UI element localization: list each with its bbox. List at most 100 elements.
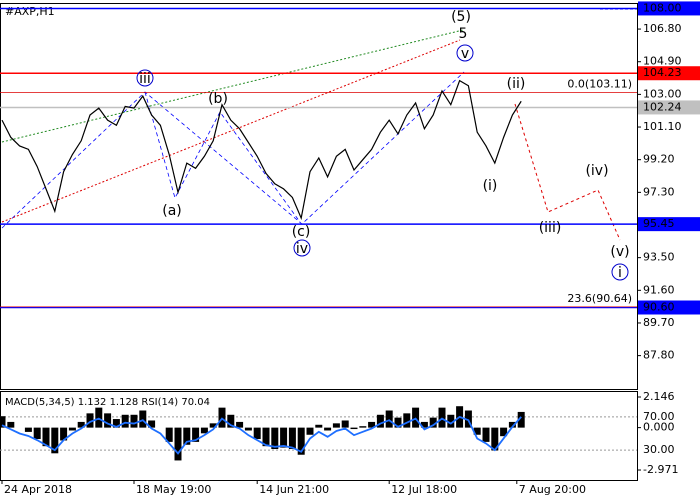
macd-bar [271, 427, 279, 450]
wave-label: (ii) [507, 76, 526, 92]
macd-bar [385, 410, 393, 428]
macd-bar [306, 427, 314, 435]
fibo-label: 0.0(103.11) [567, 77, 632, 90]
macd-bar [491, 427, 499, 451]
wave-circle [293, 239, 311, 257]
macd-bar [24, 427, 32, 432]
macd-bar [0, 416, 6, 428]
y-tick-label: 89.70 [643, 316, 675, 329]
chart-title: #AXP,H1 [5, 5, 55, 18]
macd-bar [68, 427, 76, 431]
macd-bar [429, 417, 437, 428]
macd-bar [350, 427, 358, 430]
macd-bar [77, 421, 85, 428]
y-tick-label: 87.80 [643, 349, 675, 362]
wave-label: (iv) [585, 163, 608, 179]
macd-bar [517, 411, 525, 428]
wave-label: (a) [162, 203, 182, 219]
macd-bar [183, 427, 191, 445]
macd-bar [420, 421, 428, 428]
forecast-line [514, 103, 621, 241]
macd-bar [403, 413, 411, 428]
macd-bar [482, 427, 490, 442]
wave-label: (v) [610, 244, 629, 260]
macd-bar [148, 420, 156, 428]
macd-bar [244, 427, 252, 431]
macd-bar [174, 427, 182, 461]
price-line [1, 79, 522, 221]
indicator-title: MACD(5,34,5) 1.132 1.128 RSI(14) 70.04 [5, 397, 210, 408]
macd-bar [324, 427, 332, 431]
level-box [638, 300, 700, 315]
wave-label: (i) [483, 178, 498, 194]
wave-label: (5) [451, 9, 471, 25]
wave-label: iv [296, 241, 308, 257]
macd-bar [253, 427, 261, 440]
macd-bar [139, 410, 147, 428]
y-tick-label: 91.60 [643, 283, 675, 296]
macd-bar [112, 419, 120, 428]
macd-bar [200, 427, 208, 434]
macd-bar [121, 414, 129, 428]
macd-bar [192, 427, 200, 442]
macd-bar [104, 413, 112, 428]
wave-circle [456, 44, 474, 62]
macd-bar [227, 414, 235, 428]
x-tick-label: 24 Apr 2018 [4, 483, 72, 496]
macd-bar [262, 427, 270, 447]
macd-bar [86, 413, 94, 428]
rsi-tick-label: 70.00 [643, 410, 675, 423]
x-tick-label: 7 Aug 20:00 [519, 483, 586, 496]
wave-label: iii [139, 71, 151, 87]
wave-label: v [461, 46, 469, 62]
macd-bar [394, 417, 402, 428]
macd-bar [42, 427, 50, 447]
level-label: 102.24 [643, 100, 682, 113]
level-label: 104.23 [643, 66, 682, 79]
macd-bar [209, 423, 217, 428]
macd-bar [33, 427, 41, 440]
wave-label: (b) [208, 91, 228, 107]
x-tick-label: 14 Jun 21:00 [259, 483, 329, 496]
macd-bar [368, 421, 376, 428]
y-tick-label: 104.90 [643, 55, 682, 68]
macd-bar [359, 426, 367, 428]
macd-bar [60, 427, 68, 441]
macd-bar [165, 427, 173, 442]
y-tick-label: 93.50 [643, 251, 675, 264]
macd-bar [376, 414, 384, 428]
wave-label: 5 [459, 26, 468, 42]
y-tick-label: 103.00 [643, 87, 682, 100]
wave-circle [611, 263, 629, 281]
y-tick-label: 106.80 [643, 22, 682, 35]
macd-bar [500, 427, 508, 437]
trend-line [1, 29, 464, 143]
x-tick-label: 12 Jul 18:00 [391, 483, 457, 496]
macd-bar [464, 410, 472, 428]
y-tick-label: 99.20 [643, 153, 675, 166]
macd-bar [288, 427, 296, 450]
rsi-line [1, 415, 522, 455]
macd-bar [297, 427, 305, 455]
macd-tick-label: 2.146 [643, 390, 675, 403]
wave-label: (c) [292, 224, 311, 240]
macd-bar [51, 427, 59, 454]
wave-line [1, 71, 465, 229]
level-box [638, 1, 700, 16]
macd-bar [508, 421, 516, 428]
y-tick-label: 97.30 [643, 185, 675, 198]
wave-circle [136, 69, 154, 87]
macd-bar [332, 423, 340, 428]
macd-tick-label: -2.971 [643, 463, 678, 476]
macd-bar [315, 424, 323, 428]
macd-bar [236, 421, 244, 428]
macd-bar [447, 414, 455, 428]
rsi-tick-label: 30.00 [643, 443, 675, 456]
macd-bar [473, 427, 481, 435]
level-label: 108.00 [643, 1, 682, 14]
indicator-frame [0, 391, 638, 481]
level-box [638, 217, 700, 232]
macd-bar [341, 420, 349, 428]
level-box [638, 66, 700, 81]
